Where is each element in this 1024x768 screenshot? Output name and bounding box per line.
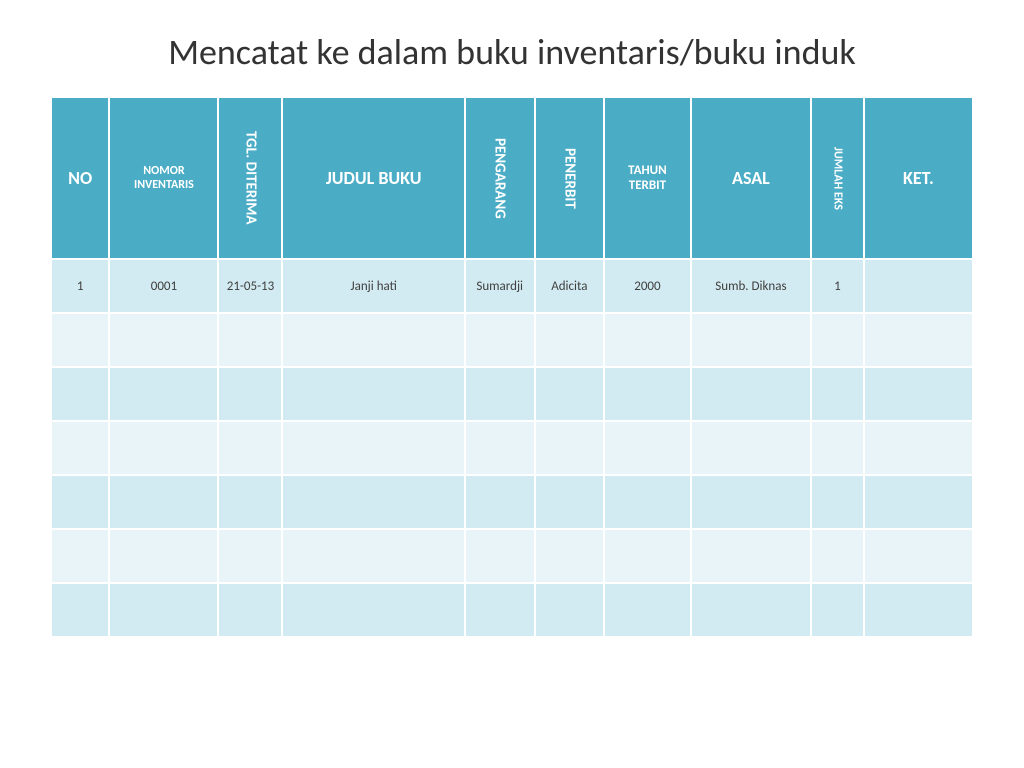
table-cell xyxy=(52,476,108,528)
table-cell xyxy=(536,584,604,636)
table-cell xyxy=(283,422,463,474)
table-cell xyxy=(110,476,217,528)
col-jumlah: JUMLAH EKS xyxy=(812,98,863,258)
table-row xyxy=(52,368,972,420)
table-cell xyxy=(812,530,863,582)
table-cell: Janji hati xyxy=(283,260,463,312)
table-cell xyxy=(110,530,217,582)
table-cell xyxy=(283,476,463,528)
table-cell xyxy=(110,422,217,474)
table-cell xyxy=(605,314,690,366)
table-cell xyxy=(605,584,690,636)
table-cell xyxy=(466,530,534,582)
table-cell xyxy=(692,368,810,420)
table-cell xyxy=(219,476,281,528)
table-cell xyxy=(605,368,690,420)
table-cell xyxy=(605,422,690,474)
table-cell xyxy=(466,584,534,636)
table-cell xyxy=(110,314,217,366)
table-cell: 1 xyxy=(812,260,863,312)
table-cell xyxy=(283,530,463,582)
table-cell xyxy=(812,422,863,474)
col-ket: KET. xyxy=(865,98,972,258)
table-cell xyxy=(110,368,217,420)
table-cell: Sumb. Diknas xyxy=(692,260,810,312)
inventory-table: NO NOMOR INVENTARIS TGL. DITERIMA JUDUL … xyxy=(50,96,974,638)
table-cell xyxy=(605,530,690,582)
table-cell xyxy=(52,368,108,420)
table-cell xyxy=(536,530,604,582)
col-no: NO xyxy=(52,98,108,258)
table-cell xyxy=(692,476,810,528)
table-cell xyxy=(812,314,863,366)
table-header-row: NO NOMOR INVENTARIS TGL. DITERIMA JUDUL … xyxy=(52,98,972,258)
table-cell xyxy=(466,422,534,474)
table-cell xyxy=(865,530,972,582)
table-cell xyxy=(865,260,972,312)
table-row xyxy=(52,422,972,474)
table-cell xyxy=(52,530,108,582)
table-row xyxy=(52,314,972,366)
table-cell xyxy=(52,422,108,474)
table-cell xyxy=(283,314,463,366)
table-cell: 21-05-13 xyxy=(219,260,281,312)
table-cell xyxy=(52,314,108,366)
col-tgl: TGL. DITERIMA xyxy=(219,98,281,258)
table-cell xyxy=(466,314,534,366)
table-cell xyxy=(536,314,604,366)
table-cell xyxy=(536,476,604,528)
table-cell xyxy=(219,530,281,582)
table-cell xyxy=(865,584,972,636)
table-cell xyxy=(692,314,810,366)
table-cell xyxy=(812,368,863,420)
table-cell: 2000 xyxy=(605,260,690,312)
page-title: Mencatat ke dalam buku inventaris/buku i… xyxy=(50,30,974,74)
table-cell xyxy=(692,422,810,474)
table-row: 1000121-05-13Janji hatiSumardjiAdicita20… xyxy=(52,260,972,312)
table-cell xyxy=(812,476,863,528)
col-nomor: NOMOR INVENTARIS xyxy=(110,98,217,258)
table-cell xyxy=(865,422,972,474)
table-cell: Sumardji xyxy=(466,260,534,312)
table-cell xyxy=(110,584,217,636)
table-cell xyxy=(605,476,690,528)
col-judul: JUDUL BUKU xyxy=(283,98,463,258)
table-cell xyxy=(219,314,281,366)
table-cell xyxy=(812,584,863,636)
table-cell xyxy=(865,368,972,420)
table-cell xyxy=(692,584,810,636)
col-tahun: TAHUN TERBIT xyxy=(605,98,690,258)
table-cell xyxy=(219,368,281,420)
table-cell xyxy=(466,476,534,528)
table-cell xyxy=(219,584,281,636)
col-asal: ASAL xyxy=(692,98,810,258)
table-row xyxy=(52,584,972,636)
table-cell: 1 xyxy=(52,260,108,312)
col-pengarang: PENGARANG xyxy=(466,98,534,258)
table-cell xyxy=(865,476,972,528)
table-cell: 0001 xyxy=(110,260,217,312)
table-cell xyxy=(536,422,604,474)
table-row xyxy=(52,476,972,528)
table-cell xyxy=(283,368,463,420)
table-cell xyxy=(283,584,463,636)
table-cell xyxy=(865,314,972,366)
table-cell xyxy=(536,368,604,420)
table-cell xyxy=(219,422,281,474)
table-cell xyxy=(466,368,534,420)
table-cell xyxy=(52,584,108,636)
table-row xyxy=(52,530,972,582)
table-cell: Adicita xyxy=(536,260,604,312)
col-penerbit: PENERBIT xyxy=(536,98,604,258)
table-cell xyxy=(692,530,810,582)
